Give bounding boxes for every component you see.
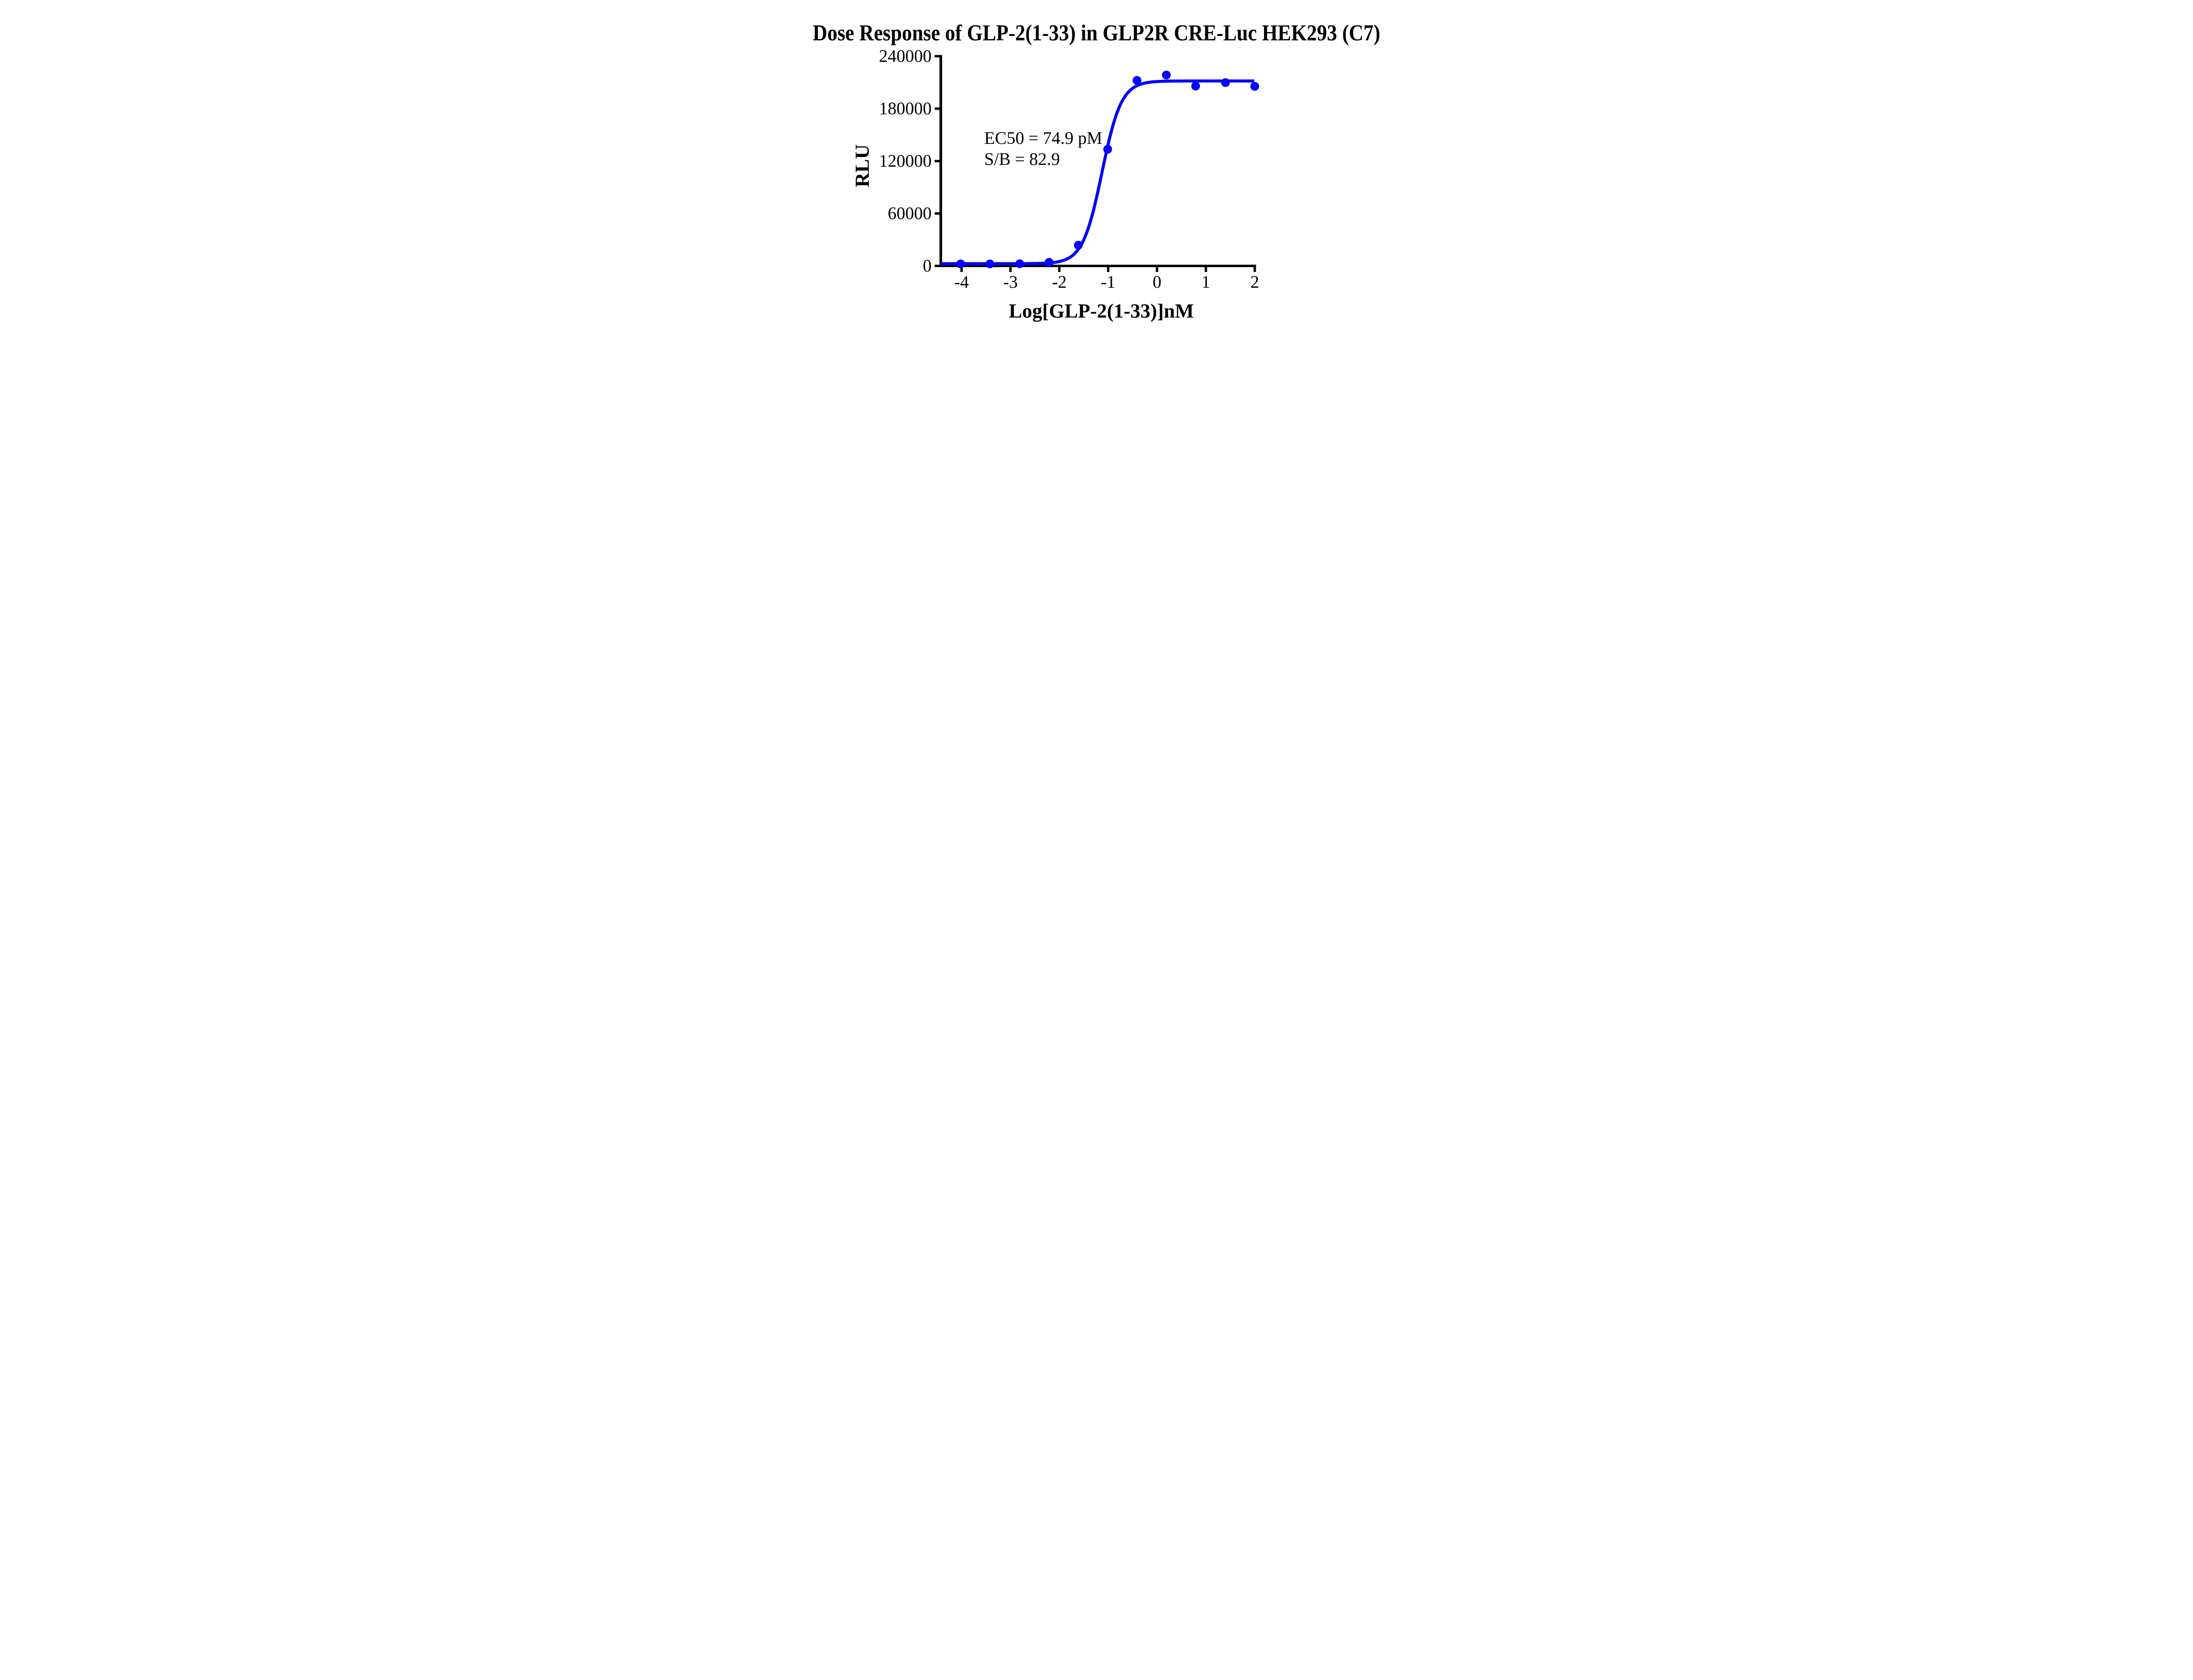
chart-canvas: Dose Response of GLP-2(1-33) in GLP2R CR…	[813, 21, 1380, 322]
x-tick-label: 1	[1201, 272, 1210, 292]
y-tick-label: 0	[923, 256, 932, 275]
x-tick-label: -4	[954, 272, 969, 292]
fit-curve	[940, 79, 1254, 265]
chart-title: Dose Response of GLP-2(1-33) in GLP2R CR…	[813, 21, 1380, 46]
x-tick-label: -2	[1052, 272, 1067, 292]
x-tick-label: -3	[1003, 272, 1018, 292]
x-axis-title: Log[GLP-2(1-33)]nM	[1009, 300, 1194, 322]
y-tick-label: 120000	[879, 151, 932, 171]
data-point	[1103, 145, 1112, 154]
data-point	[1191, 82, 1200, 91]
x-tick-label: -1	[1101, 272, 1115, 292]
x-tick-label: 0	[1153, 272, 1161, 292]
data-point	[1015, 259, 1024, 268]
y-tick-label: 60000	[888, 204, 932, 223]
data-point	[1250, 82, 1259, 91]
data-point	[956, 259, 965, 268]
data-point	[1221, 78, 1230, 87]
annotation-sb: S/B = 82.9	[984, 149, 1060, 169]
data-point	[1044, 258, 1054, 267]
y-axis-title: RLU	[851, 144, 873, 187]
data-point	[1074, 241, 1083, 250]
y-tick-label: 180000	[879, 99, 932, 118]
y-tick-label: 240000	[879, 46, 932, 66]
dose-response-figure: Dose Response of GLP-2(1-33) in GLP2R CR…	[795, 0, 1398, 336]
annotation-ec50: EC50 = 74.9 pM	[984, 128, 1102, 148]
x-tick-label: 2	[1250, 272, 1259, 292]
data-point	[1162, 71, 1171, 79]
data-point	[1132, 76, 1142, 85]
data-point	[986, 259, 994, 268]
